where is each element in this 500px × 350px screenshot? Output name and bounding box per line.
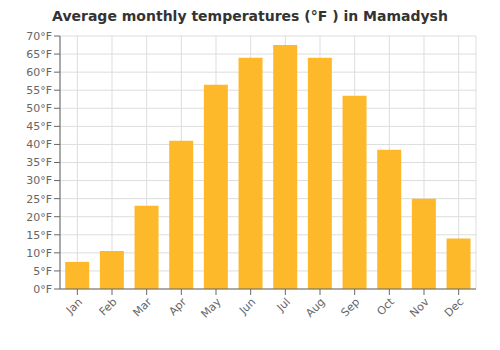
svg-text:5°F: 5°F: [33, 265, 52, 278]
svg-text:Sep: Sep: [338, 295, 362, 319]
svg-text:Oct: Oct: [374, 295, 397, 318]
svg-text:Feb: Feb: [97, 295, 120, 318]
svg-text:15°F: 15°F: [26, 229, 52, 242]
svg-text:35°F: 35°F: [26, 156, 52, 169]
svg-text:May: May: [198, 295, 224, 321]
svg-text:10°F: 10°F: [26, 247, 52, 260]
svg-text:Aug: Aug: [303, 295, 327, 319]
svg-text:Jul: Jul: [274, 295, 293, 314]
html-text:Average monthly temperatures (: Average monthly temperatures (°F ) in Ma…: [52, 8, 448, 24]
svg-text:50°F: 50°F: [26, 102, 52, 115]
svg-text:60°F: 60°F: [26, 66, 52, 79]
svg-text:40°F: 40°F: [26, 138, 52, 151]
svg-text:Mar: Mar: [130, 295, 154, 319]
svg-text:0°F: 0°F: [33, 283, 52, 296]
svg-text:55°F: 55°F: [26, 84, 52, 97]
svg-text:45°F: 45°F: [26, 120, 52, 133]
svg-text:Jun: Jun: [236, 295, 258, 317]
svg-text:30°F: 30°F: [26, 174, 52, 187]
svg-text:70°F: 70°F: [26, 30, 52, 43]
svg-text:20°F: 20°F: [26, 211, 52, 224]
svg-text:Nov: Nov: [407, 295, 432, 320]
svg-text:Apr: Apr: [166, 295, 189, 318]
svg-text:25°F: 25°F: [26, 193, 52, 206]
svg-text:Dec: Dec: [442, 295, 466, 319]
svg-text:Jan: Jan: [63, 295, 85, 317]
svg-text:65°F: 65°F: [26, 48, 52, 61]
